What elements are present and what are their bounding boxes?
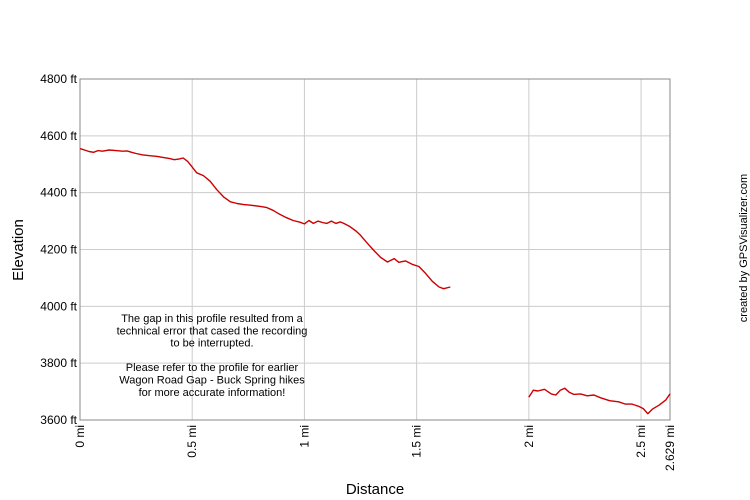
x-tick-label: 0 mi <box>73 425 87 448</box>
elevation-profile <box>79 147 671 415</box>
x-tick-label: 0.5 mi <box>185 425 199 458</box>
y-axis-label: Elevation <box>10 219 27 281</box>
x-axis-label: Distance <box>346 481 404 498</box>
annotation-line: for more accurate information! <box>139 387 286 399</box>
annotation-line: The gap in this profile resulted from a <box>121 313 303 325</box>
annotation-line: Please refer to the profile for earlier <box>126 362 299 374</box>
y-tick-label: 4800 ft <box>40 72 77 86</box>
y-tick-label: 4400 ft <box>40 186 77 200</box>
x-tick-label: 2.5 mi <box>634 425 648 458</box>
y-tick-label: 4600 ft <box>40 129 77 143</box>
elevation-line <box>79 147 451 290</box>
annotation-line: Wagon Road Gap - Buck Spring hikes <box>119 375 305 387</box>
y-axis-ticks: 3600 ft 3800 ft 4000 ft 4200 ft 4400 ft 4600 … <box>40 72 77 427</box>
y-tick-label: 4000 ft <box>40 299 77 313</box>
y-tick-label: 3800 ft <box>40 356 77 370</box>
x-tick-label: 2.629 mi <box>663 425 677 471</box>
y-tick-label: 3600 ft <box>40 413 77 427</box>
annotation-line: technical error that cased the recording <box>117 325 308 337</box>
x-tick-label: 1 mi <box>297 425 311 448</box>
credit-text: created by GPSVisualizer.com <box>738 174 750 322</box>
elevation-line <box>528 387 671 415</box>
x-tick-label: 2 mi <box>522 425 536 448</box>
x-axis-ticks: 0 mi 0.5 mi 1 mi 1.5 mi 2 mi 2.5 mi 2.629 mi <box>73 425 677 471</box>
annotation-line: to be interrupted. <box>170 338 253 350</box>
x-tick-label: 1.5 mi <box>410 425 424 458</box>
plot-area <box>79 78 671 421</box>
annotation-note: The gap in this profile resulted from at… <box>117 313 308 399</box>
y-tick-label: 4200 ft <box>40 243 77 257</box>
